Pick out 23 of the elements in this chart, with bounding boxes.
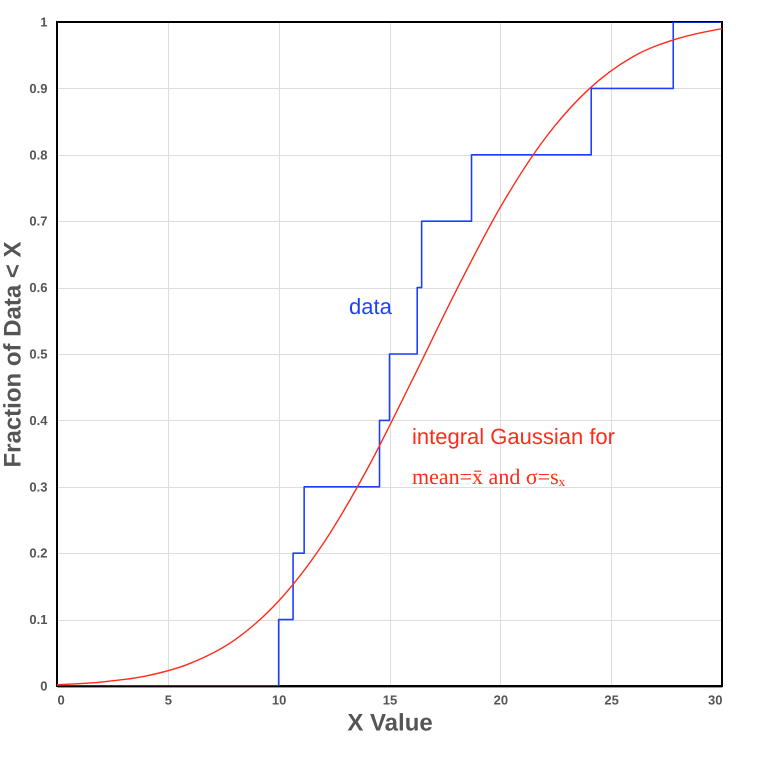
- y-tick-label: 0.8: [29, 147, 48, 162]
- x-tick-label: 25: [604, 692, 619, 708]
- x-tick-label: 0: [58, 692, 65, 708]
- x-tick-label: 5: [164, 692, 172, 708]
- y-axis-title: Fraction of Data < X: [0, 241, 26, 468]
- annotation: data: [349, 294, 393, 319]
- annotation: integral Gaussian for: [412, 424, 615, 449]
- y-tick-label: 0.6: [29, 280, 48, 296]
- y-tick-label: 1: [40, 14, 48, 30]
- x-tick-label: 15: [382, 692, 398, 708]
- y-tick-label: 0.7: [29, 214, 48, 229]
- x-tick-label: 20: [494, 692, 508, 708]
- x-tick-label: 10: [272, 692, 286, 708]
- y-tick-label: 0.9: [29, 80, 48, 96]
- y-tick-label: 0.4: [29, 412, 48, 428]
- y-tick-label: 0.3: [29, 479, 48, 494]
- x-tick-label: 30: [708, 692, 722, 708]
- y-tick-label: 0.1: [29, 612, 48, 628]
- y-tick-label: 0.2: [29, 546, 48, 561]
- x-axis-title: X Value: [347, 710, 433, 736]
- y-tick-label: 0.5: [29, 346, 48, 362]
- annotation: mean=x̄ and σ=sₓ: [412, 464, 566, 489]
- y-tick-label: 0: [40, 678, 48, 694]
